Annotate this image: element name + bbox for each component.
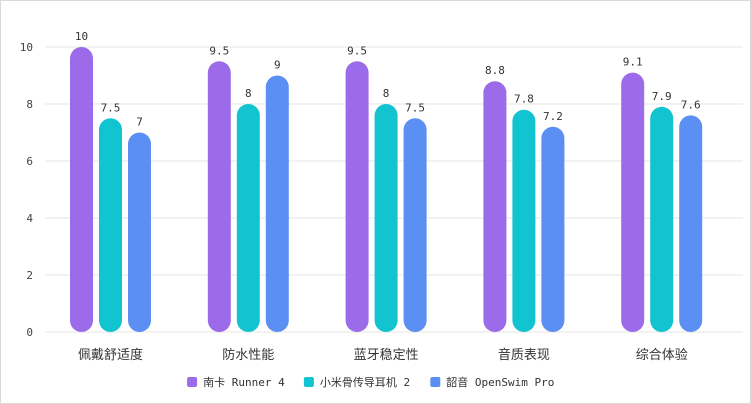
- bar[interactable]: [650, 106, 674, 332]
- bar[interactable]: [345, 61, 369, 332]
- y-axis-ticks: 0 2 4 6 8 10: [20, 41, 34, 339]
- bars: [70, 47, 703, 333]
- data-label: 7.9: [652, 90, 672, 103]
- bar[interactable]: [99, 118, 122, 332]
- data-label: 8.8: [485, 64, 505, 77]
- bar[interactable]: [679, 115, 703, 333]
- data-label: 7.2: [543, 110, 563, 123]
- bar[interactable]: [70, 47, 93, 332]
- legend-swatch[interactable]: [187, 377, 198, 387]
- y-tick-label: 0: [26, 326, 33, 339]
- data-label: 9.1: [623, 56, 643, 69]
- data-label: 9: [274, 59, 281, 72]
- legend[interactable]: 南卡 Runner 4 小米骨传导耳机 2 韶音 OpenSwim Pro: [187, 375, 554, 389]
- data-label: 7.8: [514, 93, 534, 106]
- data-label: 7: [136, 116, 143, 129]
- legend-label[interactable]: 小米骨传导耳机 2: [320, 375, 410, 389]
- legend-label[interactable]: 南卡 Runner 4: [203, 376, 285, 389]
- data-label: 7.5: [405, 101, 425, 114]
- x-axis-categories: 佩戴舒适度 防水性能 蓝牙稳定性 音质表现 综合体验: [78, 347, 688, 363]
- bar[interactable]: [483, 81, 507, 332]
- category-label: 蓝牙稳定性: [354, 347, 419, 363]
- legend-swatch[interactable]: [303, 377, 314, 387]
- data-label: 8: [245, 87, 252, 100]
- data-label: 7.5: [101, 101, 121, 114]
- y-tick-label: 8: [26, 98, 33, 111]
- y-tick-label: 6: [26, 155, 33, 168]
- y-tick-label: 10: [20, 41, 33, 54]
- y-tick-label: 2: [26, 269, 33, 282]
- data-label: 9.5: [347, 44, 367, 57]
- bar[interactable]: [236, 104, 260, 332]
- bar[interactable]: [265, 75, 289, 333]
- bar[interactable]: [621, 72, 645, 333]
- data-label: 7.6: [681, 98, 701, 111]
- bar[interactable]: [128, 132, 151, 333]
- category-label: 综合体验: [636, 347, 688, 363]
- bar[interactable]: [374, 104, 398, 332]
- legend-label[interactable]: 韶音 OpenSwim Pro: [446, 375, 554, 389]
- data-labels: 10 7.5 7 9.5 8 9 9.5 8 7.5 8.8 7.8 7.2 9.1 7.9 7.6: [75, 30, 701, 129]
- bar[interactable]: [541, 126, 565, 332]
- data-label: 8: [383, 87, 390, 100]
- y-tick-label: 4: [26, 212, 33, 225]
- category-label: 防水性能: [222, 347, 274, 363]
- data-label: 9.5: [209, 44, 229, 57]
- category-label: 音质表现: [498, 347, 550, 363]
- category-label: 佩戴舒适度: [78, 347, 143, 363]
- bar[interactable]: [403, 118, 427, 332]
- bar[interactable]: [207, 61, 231, 332]
- bar[interactable]: [512, 109, 536, 332]
- legend-swatch[interactable]: [430, 377, 441, 387]
- data-label: 10: [75, 30, 88, 43]
